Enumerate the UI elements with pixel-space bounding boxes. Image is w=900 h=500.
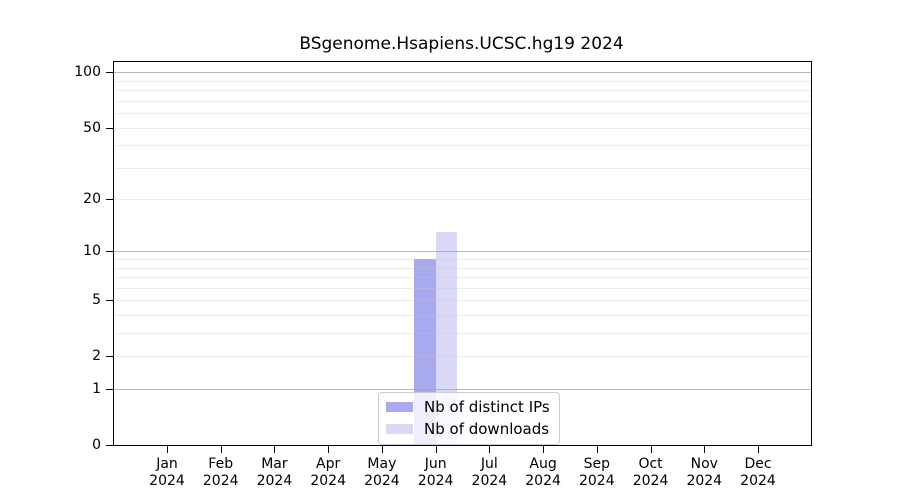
legend-label-distinct-ips: Nb of distinct IPs (424, 398, 550, 416)
x-axis-month: Apr (316, 456, 341, 472)
x-axis-tick-label: Jul 2024 (459, 456, 519, 490)
x-axis-tick (704, 446, 706, 453)
gridline-minor (114, 167, 811, 169)
gridline-minor (114, 300, 811, 302)
y-axis-tick (106, 300, 113, 302)
gridline-minor (114, 277, 811, 279)
x-axis-tick-label: Sep 2024 (567, 456, 627, 490)
x-axis-tick (435, 446, 437, 453)
x-axis-tick-label: Aug 2024 (513, 456, 573, 490)
legend-swatch-downloads (386, 424, 413, 434)
gridline-minor (114, 287, 811, 289)
y-axis-tick (106, 389, 113, 391)
y-axis-tick (106, 127, 113, 129)
x-axis-tick-label: Apr 2024 (298, 456, 358, 490)
legend-item-downloads: Nb of downloads (386, 420, 550, 438)
x-axis-year: 2024 (364, 473, 400, 489)
x-axis-tick-label: Jun 2024 (406, 456, 466, 490)
x-axis-tick-label: Nov 2024 (674, 456, 734, 490)
x-axis-month: Mar (261, 456, 288, 472)
x-axis-month: May (367, 456, 397, 472)
gridline-minor (114, 127, 811, 129)
legend-item-distinct-ips: Nb of distinct IPs (386, 398, 550, 416)
x-axis-year: 2024 (740, 473, 776, 489)
x-axis-tick-label: Jan 2024 (137, 456, 197, 490)
y-axis-tick-label: 100 (74, 64, 101, 81)
x-axis-month: Nov (690, 456, 718, 472)
x-axis-tick (220, 446, 222, 453)
y-axis-tick (106, 251, 113, 253)
y-axis-tick-label: 0 (92, 437, 101, 453)
y-axis-tick-label: 5 (92, 292, 101, 309)
x-axis-month: Dec (744, 456, 772, 472)
gridline-minor (114, 100, 811, 102)
x-axis-year: 2024 (471, 473, 508, 489)
gridline-minor (114, 315, 811, 317)
x-axis-month: Jan (156, 456, 178, 472)
y-axis-tick-label: 1 (92, 381, 101, 398)
y-axis-tick (106, 199, 113, 201)
x-axis-tick (489, 446, 491, 453)
y-axis-tick (106, 72, 113, 74)
y-axis-tick (106, 356, 113, 358)
x-axis-tick-label: Mar 2024 (244, 456, 304, 490)
x-axis-month: Sep (583, 456, 610, 472)
x-axis-tick-label: Oct 2024 (621, 456, 681, 490)
gridline-minor (114, 333, 811, 335)
bar-downloads (435, 231, 458, 445)
x-axis-year: 2024 (256, 473, 293, 489)
x-axis-tick (328, 446, 330, 453)
legend: Nb of distinct IPs Nb of downloads (378, 392, 560, 445)
y-axis-tick-label: 50 (83, 119, 101, 136)
x-axis-tick (596, 446, 598, 453)
x-axis-tick (543, 446, 545, 453)
x-axis-tick (274, 446, 276, 453)
x-axis-month: Oct (638, 456, 663, 472)
legend-swatch-distinct-ips (386, 402, 413, 412)
x-axis-tick-label: Dec 2024 (728, 456, 788, 490)
x-axis-year: 2024 (149, 473, 185, 489)
x-axis-month: Aug (529, 456, 557, 472)
x-axis-year: 2024 (632, 473, 669, 489)
gridline-major (114, 72, 811, 74)
chart-title: BSgenome.Hsapiens.UCSC.hg19 2024 (299, 34, 624, 54)
x-axis-month: Jun (424, 456, 447, 472)
gridline-minor (114, 90, 811, 92)
plot-area: Nb of distinct IPs Nb of downloads 0 1 2 5 1… (74, 61, 812, 489)
x-axis-tick-label: May 2024 (352, 456, 412, 490)
x-axis-year: 2024 (202, 473, 239, 489)
gridline-minor (114, 145, 811, 147)
x-axis-year: 2024 (417, 473, 454, 489)
gridline-major (114, 389, 811, 391)
y-axis-tick-label: 20 (83, 191, 101, 208)
legend-label-downloads: Nb of downloads (424, 420, 550, 438)
gridline-minor (114, 356, 811, 358)
gridline-minor (114, 259, 811, 261)
x-axis-year: 2024 (686, 473, 723, 489)
x-axis-tick (381, 446, 383, 453)
x-axis-month: Jul (480, 456, 498, 472)
gridline-major (114, 251, 811, 253)
gridline-minor (114, 267, 811, 269)
x-axis-year: 2024 (525, 473, 561, 489)
x-axis-tick-label: Feb 2024 (191, 456, 251, 490)
y-axis-tick-label: 2 (92, 348, 101, 365)
x-axis-tick (650, 446, 652, 453)
x-axis-year: 2024 (310, 473, 346, 489)
x-axis-year: 2024 (578, 473, 615, 489)
y-axis-tick-label: 10 (83, 243, 101, 260)
x-axis-tick (166, 446, 168, 453)
gridline-minor (114, 199, 811, 201)
x-axis-tick (758, 446, 759, 453)
y-axis-tick (106, 445, 113, 446)
gridline-minor (114, 113, 811, 115)
x-axis-month: Feb (208, 456, 234, 472)
gridline-minor (114, 80, 811, 82)
